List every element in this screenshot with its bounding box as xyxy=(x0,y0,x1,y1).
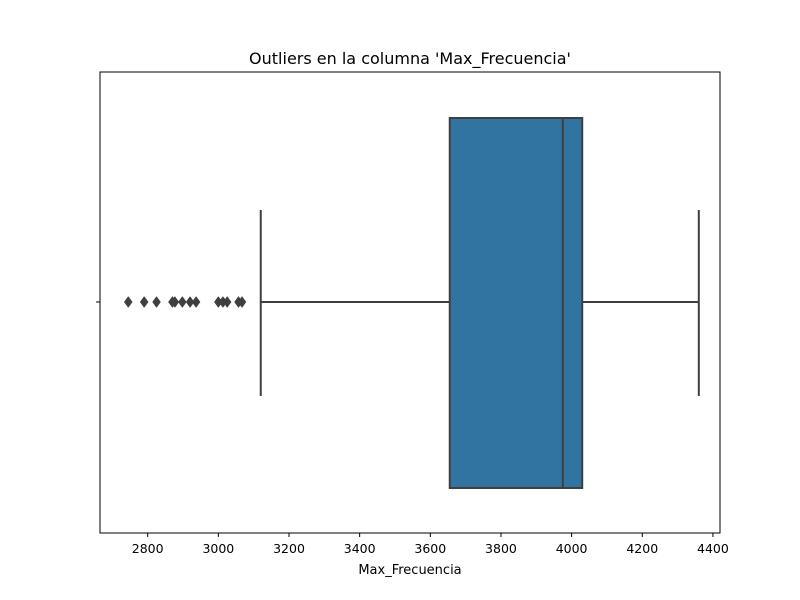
outlier-point xyxy=(191,296,201,308)
outlier-point xyxy=(123,296,133,308)
x-tick-label: 3600 xyxy=(414,541,446,556)
x-tick-label: 3200 xyxy=(273,541,305,556)
chart-title: Outliers en la columna 'Max_Frecuencia' xyxy=(249,49,571,69)
box-plot-marks xyxy=(123,117,700,489)
outlier-point xyxy=(170,296,180,308)
outlier-point xyxy=(222,296,232,308)
x-tick-label: 3800 xyxy=(485,541,517,556)
x-tick-label: 4200 xyxy=(626,541,658,556)
outlier-point xyxy=(237,296,247,308)
outlier-point xyxy=(139,296,149,308)
interquartile-box xyxy=(448,117,584,489)
outlier-point xyxy=(185,296,195,308)
x-axis-ticks: 2800 3000 3200 3400 3600 3800 4000 4200 4400 xyxy=(132,533,729,556)
x-tick-label: 3400 xyxy=(344,541,376,556)
outlier-point xyxy=(152,296,161,308)
x-tick-label: 4400 xyxy=(697,541,729,556)
outlier-point xyxy=(178,296,187,308)
x-tick-label: 4000 xyxy=(556,541,588,556)
x-tick-label: 2800 xyxy=(132,541,164,556)
x-tick-label: 3000 xyxy=(202,541,234,556)
x-axis-label: Max_Frecuencia xyxy=(358,563,461,578)
